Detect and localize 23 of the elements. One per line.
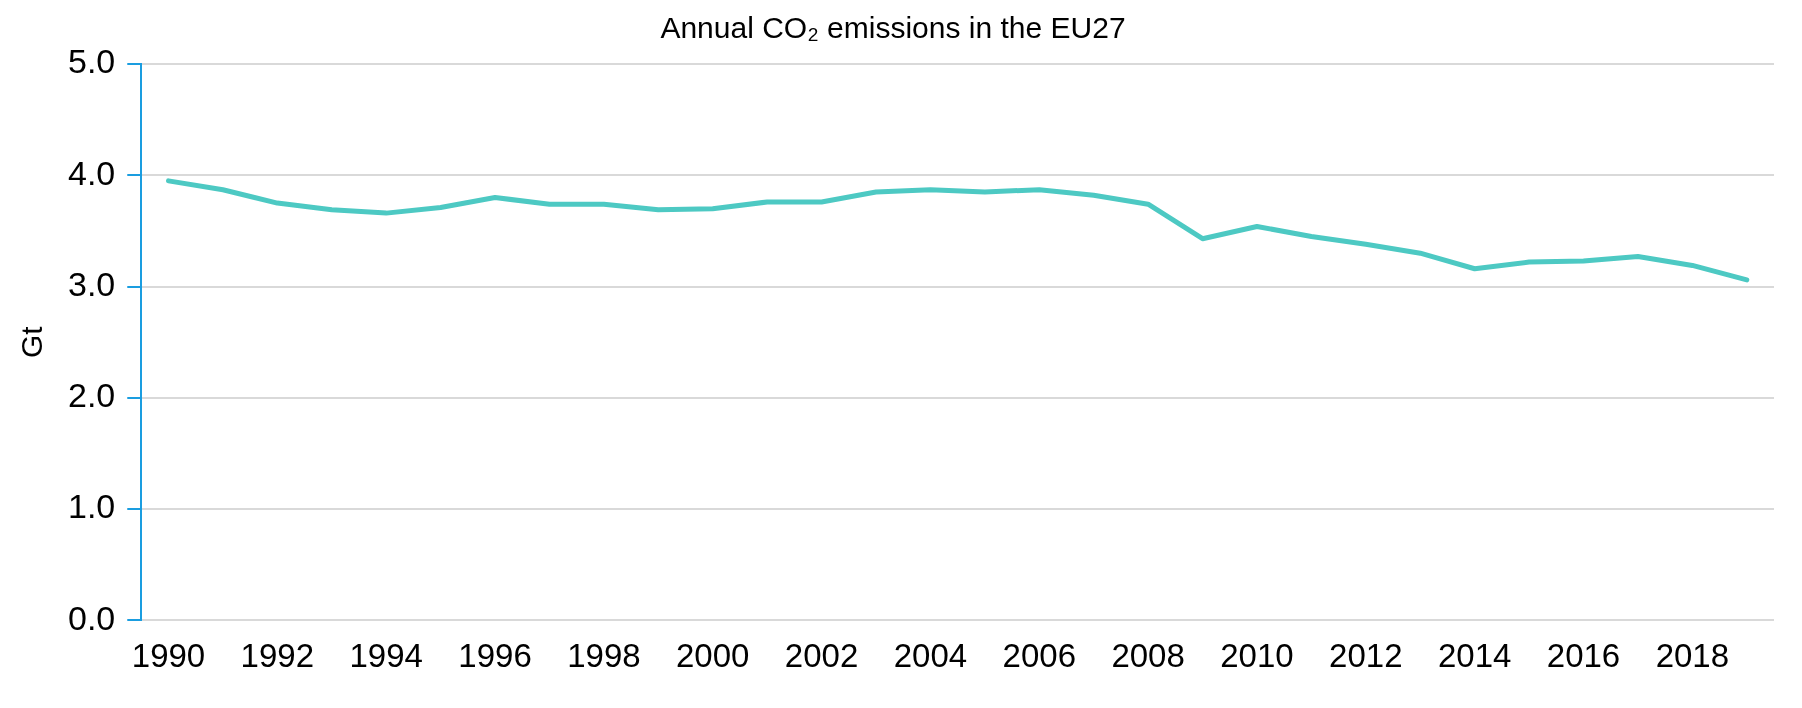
x-tick-label: 1992 xyxy=(240,637,315,675)
x-tick-label: 2010 xyxy=(1220,637,1294,675)
x-tick-label: 2002 xyxy=(784,637,859,675)
x-tick-label: 2004 xyxy=(893,637,968,675)
x-tick-label: 2006 xyxy=(1002,637,1076,675)
y-tick-label: 5.0 xyxy=(68,42,116,81)
chart-title: Annual CO₂ emissions in the EU27 xyxy=(660,11,1126,45)
y-tick-label: 2.0 xyxy=(68,376,116,415)
y-tick-label: 1.0 xyxy=(68,487,116,526)
y-tick-label: 3.0 xyxy=(68,264,116,303)
x-tick-label: 2008 xyxy=(1111,637,1185,675)
x-tick-label: 2014 xyxy=(1437,637,1512,675)
x-tick-label: 2016 xyxy=(1546,637,1621,675)
x-tick-label: 2012 xyxy=(1329,637,1403,675)
y-axis-title: Gt xyxy=(15,325,49,359)
y-tick-label: 0.0 xyxy=(68,598,116,637)
x-tick-label: 1990 xyxy=(131,637,206,675)
x-tick-label: 2018 xyxy=(1655,637,1730,675)
x-tick-label: 2000 xyxy=(676,637,750,675)
x-tick-label: 1996 xyxy=(458,637,532,675)
x-tick-label: 1998 xyxy=(567,637,641,675)
x-tick-label: 1994 xyxy=(349,637,423,675)
y-tick-label: 4.0 xyxy=(68,153,116,192)
